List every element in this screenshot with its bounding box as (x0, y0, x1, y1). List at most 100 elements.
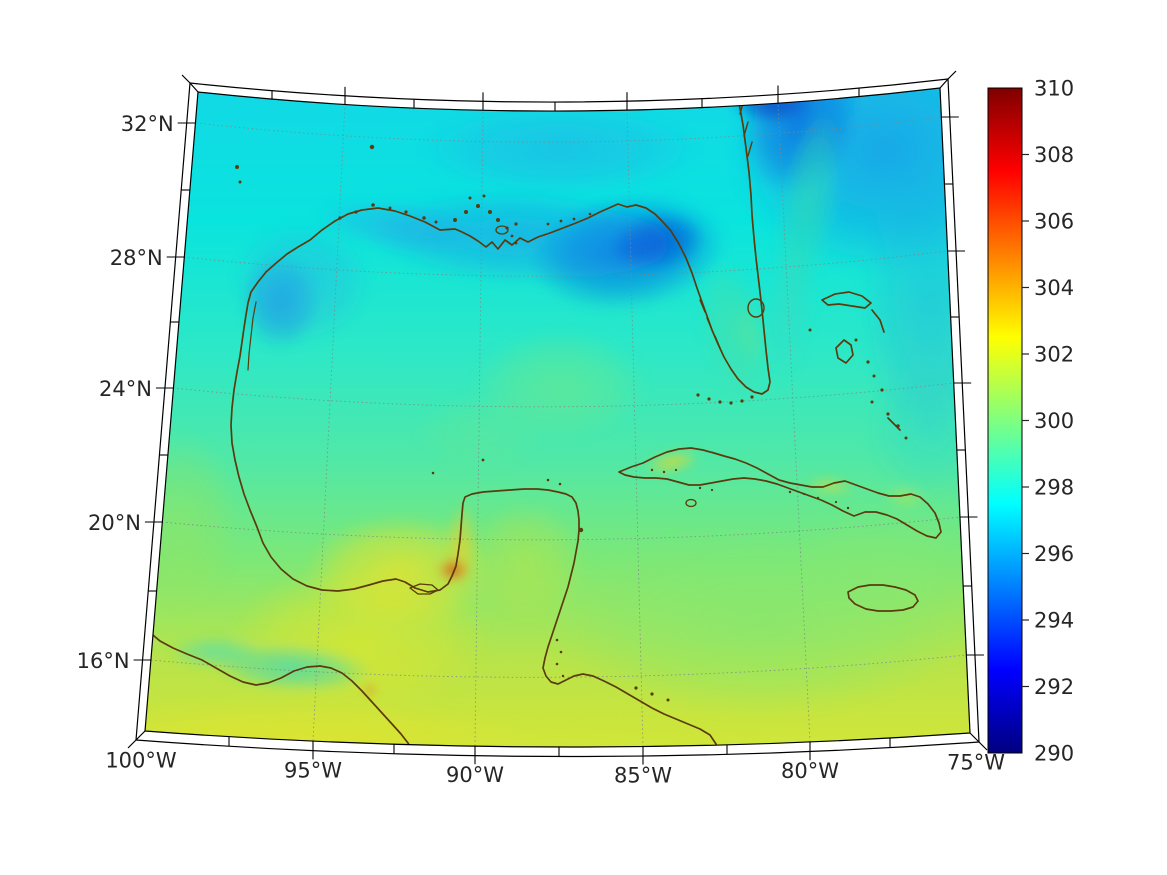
lat-tick-label: 16°N (77, 649, 130, 673)
island-speck (880, 388, 884, 392)
island-speck (354, 210, 358, 214)
island-speck (718, 400, 722, 404)
colorbar-tick-label: 296 (1034, 542, 1074, 566)
island-speck (488, 210, 492, 214)
island-speck (846, 506, 850, 510)
island-speck (904, 436, 908, 440)
graticule-gridlines (150, 102, 967, 748)
island-speck (650, 468, 654, 472)
island-speck (555, 638, 559, 642)
island-speck (802, 492, 806, 496)
island-speck (434, 220, 438, 224)
island-speck (464, 210, 468, 214)
field-blob (350, 713, 770, 748)
map-plot-area (145, 88, 970, 748)
field-blob (790, 507, 970, 617)
island-speck (634, 686, 638, 690)
island-speck (559, 650, 563, 654)
frame-outer-boundary (135, 78, 980, 758)
island-speck (369, 144, 375, 150)
campeche-lagoon (409, 583, 439, 595)
coastline-long-island (887, 417, 901, 431)
colorbar-ticks: 310 308 306 304 302 300 298 296 294 292 290 (1022, 77, 1074, 766)
frame-corner-ticks (127, 70, 988, 751)
island-speck (707, 397, 711, 401)
island-speck (468, 196, 472, 200)
lon-tick-label: 75°W (947, 751, 1005, 775)
island-speck (546, 478, 550, 482)
florida-west-barrier (699, 299, 721, 349)
island-speck (338, 216, 342, 220)
lon-tick-label: 95°W (284, 758, 342, 782)
field-blob (420, 105, 700, 195)
island-speck (422, 216, 426, 220)
island-speck (388, 206, 392, 210)
coastline-eleuthera (871, 309, 885, 333)
colorbar-tick-label: 300 (1034, 409, 1074, 433)
island-speck (578, 527, 584, 533)
island-speck (514, 241, 518, 245)
lat-tick-label: 24°N (99, 377, 152, 401)
gridline-lon-85w (626, 109, 644, 748)
island-speck (870, 400, 874, 404)
coastlines (146, 91, 942, 748)
field-blob (232, 220, 372, 344)
island-speck (666, 698, 670, 702)
field-blob (170, 636, 260, 668)
island-speck (510, 234, 514, 238)
island-speck (546, 222, 550, 226)
island-speck (588, 212, 592, 216)
field-blob (730, 88, 814, 123)
island-speck (371, 203, 375, 207)
island-speck (482, 194, 486, 198)
island-speck (558, 482, 562, 486)
island-speck (886, 412, 890, 416)
colorbar-tick-label: 294 (1034, 609, 1074, 633)
island-speck (788, 490, 792, 494)
frame-corner-joins (135, 78, 980, 743)
laguna-madre-barrier (247, 301, 257, 371)
gridline-lat-16n (150, 654, 967, 678)
lon-tick-label: 80°W (781, 759, 839, 783)
colorbar-gradient (987, 87, 1023, 754)
island-speck (872, 374, 876, 378)
island-speck (481, 458, 485, 462)
island-speck (496, 218, 500, 222)
lat-tick-label: 20°N (88, 511, 141, 535)
map-frame (127, 70, 988, 758)
isle-of-youth (685, 498, 697, 508)
island-speck (453, 218, 457, 222)
lake-pontchartrain (495, 225, 509, 235)
coastline-pacific-mexico (146, 629, 413, 748)
field-blob (363, 684, 377, 696)
coastline-gulf-florida (230, 91, 771, 745)
island-specks (235, 144, 908, 702)
field-blob (445, 564, 461, 576)
field-blob (733, 301, 767, 369)
gridline-lon-95w (312, 103, 346, 742)
island-speck (404, 210, 408, 214)
island-speck (866, 360, 870, 364)
lake-okeechobee (747, 298, 765, 318)
frame-ticks-and-separators (133, 85, 984, 765)
coastline-bahamas-north (821, 291, 872, 309)
coastline-cuba (618, 447, 942, 539)
island-speck (674, 468, 678, 472)
island-speck (710, 488, 714, 492)
colorbar-tick-label: 302 (1034, 343, 1074, 367)
gridline-lat-20n (161, 516, 961, 541)
island-speck (696, 393, 700, 397)
island-speck (662, 470, 666, 474)
gridline-lon-90w (474, 109, 484, 747)
colorbar-tick-label: 310 (1034, 77, 1074, 101)
island-speck (235, 165, 239, 169)
colorbar: 310 308 306 304 302 300 298 296 294 292 290 (987, 77, 1074, 766)
island-speck (834, 500, 838, 504)
colorbar-tick-label: 298 (1034, 476, 1074, 500)
lon-tick-label: 100°W (105, 749, 177, 773)
field-blob (860, 150, 970, 450)
island-speck (816, 496, 820, 500)
island-speck (514, 222, 518, 226)
field-blob (465, 500, 585, 624)
